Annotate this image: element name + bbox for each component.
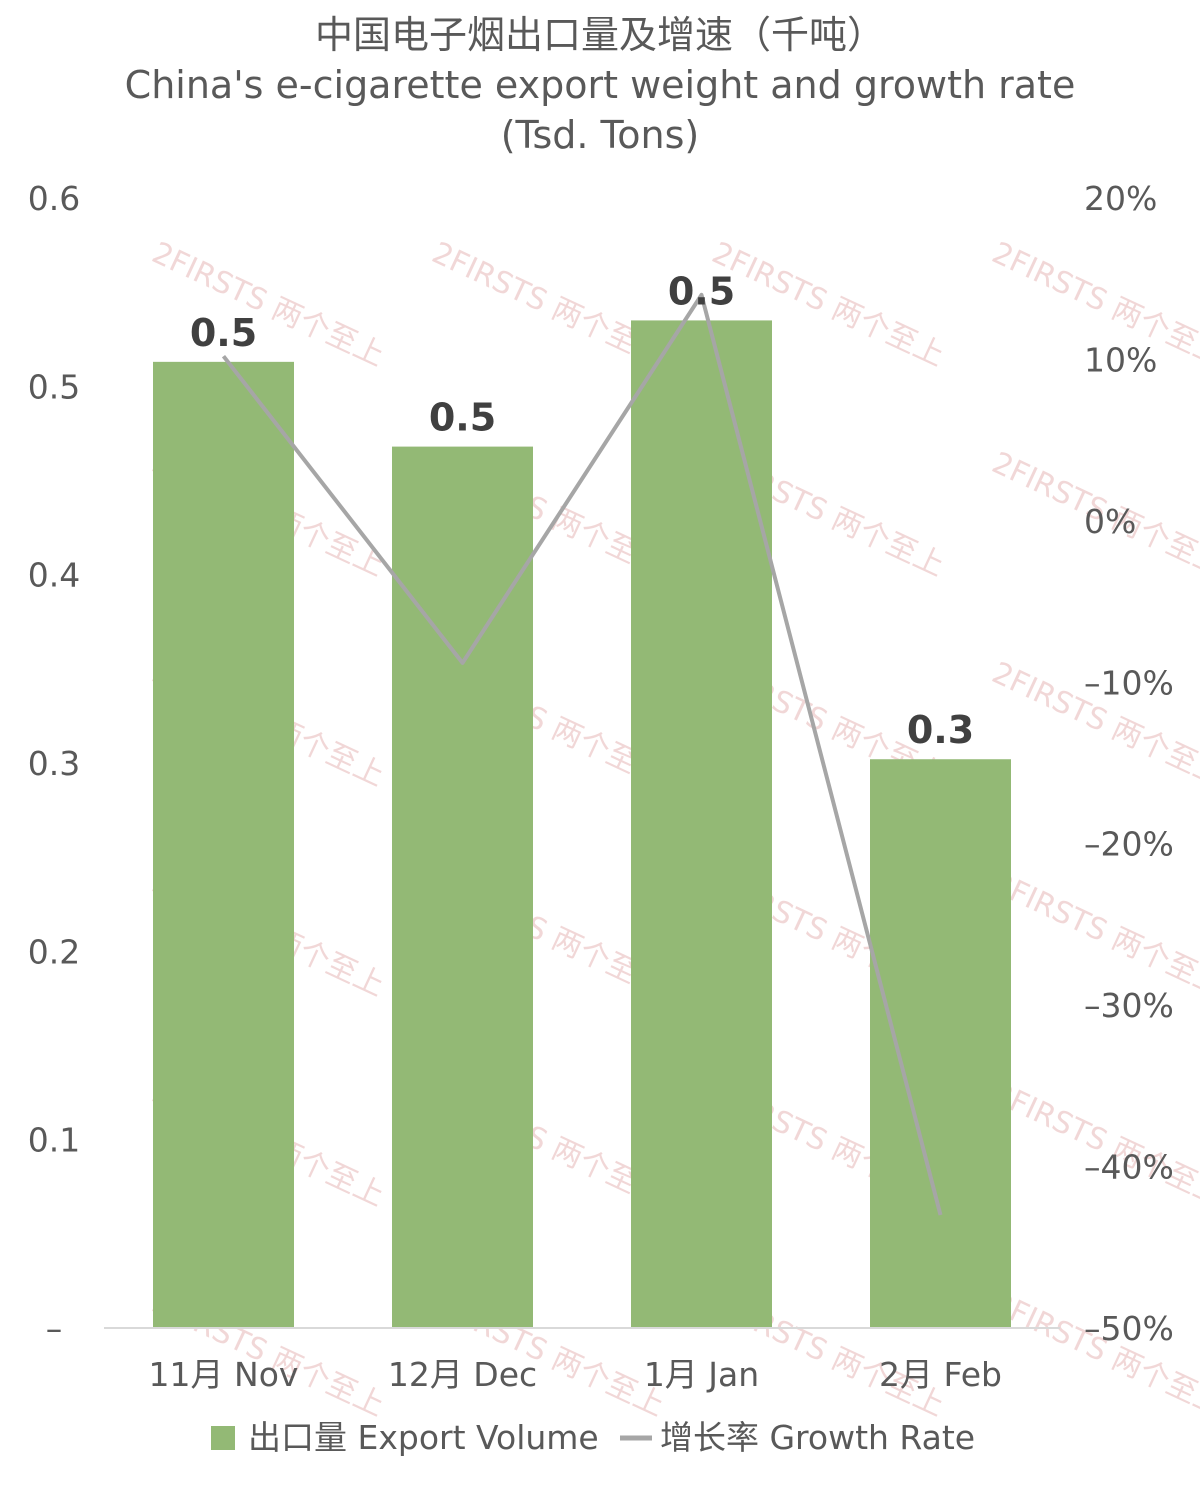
line-series xyxy=(221,292,943,1216)
bar-data-label: 0.5 xyxy=(668,269,735,313)
x-tick-label: 12月 Dec xyxy=(388,1355,537,1394)
bar-series xyxy=(153,320,1011,1329)
growth-rate-line xyxy=(221,292,943,1216)
bar xyxy=(631,320,772,1329)
y-right-tick-label: 0% xyxy=(1084,502,1136,541)
data-labels: 0.5 0.5 0.5 0.3 xyxy=(190,269,974,752)
legend: 出口量 Export Volume 增长率 Growth Rate xyxy=(211,1418,975,1457)
watermark-text: 2FIRSTS 两个至上 xyxy=(987,1076,1200,1214)
x-tick-label: 11月 Nov xyxy=(149,1355,299,1394)
chart-subtitle: China's e-cigarette export weight and gr… xyxy=(124,63,1076,157)
watermark-text: 2FIRSTS 两个至上 xyxy=(987,866,1200,1004)
legend-swatch-bar xyxy=(211,1426,235,1450)
y-left-tick-label: 0.2 xyxy=(28,932,80,971)
x-tick-label: 2月 Feb xyxy=(879,1355,1002,1394)
bar-data-label: 0.5 xyxy=(190,311,257,355)
y-right-tick-label: –40% xyxy=(1084,1148,1174,1187)
bar xyxy=(392,446,533,1329)
chart-title: 中国电子烟出口量及增速（千吨） xyxy=(314,13,885,57)
y-left-tick-label: 0.4 xyxy=(28,556,80,595)
bar xyxy=(153,361,294,1329)
y-right-tick-label: –50% xyxy=(1084,1309,1174,1348)
y-right-tick-label: –30% xyxy=(1084,986,1174,1025)
watermark-text: 2FIRSTS 两个至上 xyxy=(987,1286,1200,1424)
y-left-tick-label: 0.6 xyxy=(28,179,80,218)
y-left-tick-label: 0.3 xyxy=(28,744,80,783)
bar-data-label: 0.3 xyxy=(907,708,974,752)
legend-label-bar: 出口量 Export Volume xyxy=(248,1418,599,1457)
legend-label-line: 增长率 Growth Rate xyxy=(660,1418,975,1457)
y-right-tick-label: 20% xyxy=(1084,179,1157,218)
y-right-tick-label: –10% xyxy=(1084,663,1174,702)
bar xyxy=(870,759,1011,1328)
axes: – 0.1 0.2 0.3 0.4 0.5 0.6 –50% –40% –30% –20% –10% 0… xyxy=(28,179,1174,1394)
y-left-tick-label: 0.1 xyxy=(28,1121,80,1160)
x-tick-label: 1月 Jan xyxy=(644,1355,759,1394)
y-right-tick-label: 10% xyxy=(1084,340,1157,379)
bar-data-label: 0.5 xyxy=(429,396,496,440)
y-left-tick-label: 0.5 xyxy=(28,367,80,406)
y-right-tick-label: –20% xyxy=(1084,825,1174,864)
y-left-tick-label: – xyxy=(46,1309,63,1348)
watermark-text: 2FIRSTS 两个至上 xyxy=(147,236,390,374)
